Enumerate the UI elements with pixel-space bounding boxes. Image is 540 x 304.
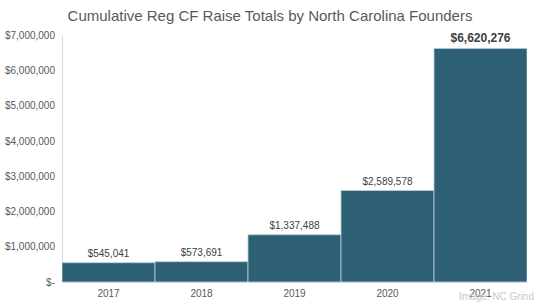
data-labels: $545,041 $573,691 $1,337,488 $2,589,578 $6,6… xyxy=(88,31,511,258)
y-tick-label: $3,000,000 xyxy=(5,171,55,182)
data-label: $1,337,488 xyxy=(269,220,319,231)
bar xyxy=(248,235,341,282)
y-axis-line xyxy=(62,36,63,283)
y-axis: $- $1,000,000 $2,000,000 $3,000,000 $4,000,0… xyxy=(5,30,63,288)
y-tick: $6,000,000 xyxy=(5,65,62,76)
x-tick-label: 2019 xyxy=(283,288,306,299)
annotation: Image: NC Grind xyxy=(459,291,534,302)
y-tick: $3,000,000 xyxy=(5,171,62,182)
y-tick: $- xyxy=(46,277,62,288)
y-tick-label: $- xyxy=(46,277,55,288)
y-tick: $5,000,000 xyxy=(5,100,62,111)
bar xyxy=(341,191,434,282)
y-tick-label: $4,000,000 xyxy=(5,136,55,147)
plot: $- $1,000,000 $2,000,000 $3,000,000 $4,000,0… xyxy=(5,30,528,299)
x-tick: 2018 xyxy=(190,282,213,299)
x-tick-label: 2017 xyxy=(97,288,120,299)
y-tick-label: $1,000,000 xyxy=(5,241,55,252)
bar xyxy=(434,48,527,282)
data-label: $6,620,276 xyxy=(450,31,510,45)
x-axis-line xyxy=(63,282,528,283)
bar xyxy=(155,262,248,282)
bars xyxy=(62,48,527,282)
y-tick-label: $5,000,000 xyxy=(5,100,55,111)
bar xyxy=(62,263,155,282)
x-tick-label: 2020 xyxy=(376,288,399,299)
y-tick: $7,000,000 xyxy=(5,30,62,41)
y-tick: $1,000,000 xyxy=(5,241,62,252)
x-axis: 20172018201920202021 xyxy=(63,282,528,299)
data-label: $2,589,578 xyxy=(362,176,412,187)
x-tick: 2017 xyxy=(97,282,120,299)
y-tick: $4,000,000 xyxy=(5,136,62,147)
data-label: $573,691 xyxy=(181,247,223,258)
y-tick: $2,000,000 xyxy=(5,206,62,217)
y-tick-label: $7,000,000 xyxy=(5,30,55,41)
x-tick-label: 2018 xyxy=(190,288,213,299)
chart: Cumulative Reg CF Raise Totals by North … xyxy=(0,0,540,304)
x-tick: 2019 xyxy=(283,282,306,299)
x-tick: 2020 xyxy=(376,282,399,299)
y-tick-label: $2,000,000 xyxy=(5,206,55,217)
title: Cumulative Reg CF Raise Totals by North … xyxy=(68,7,473,24)
y-tick-label: $6,000,000 xyxy=(5,65,55,76)
data-label: $545,041 xyxy=(88,248,130,259)
